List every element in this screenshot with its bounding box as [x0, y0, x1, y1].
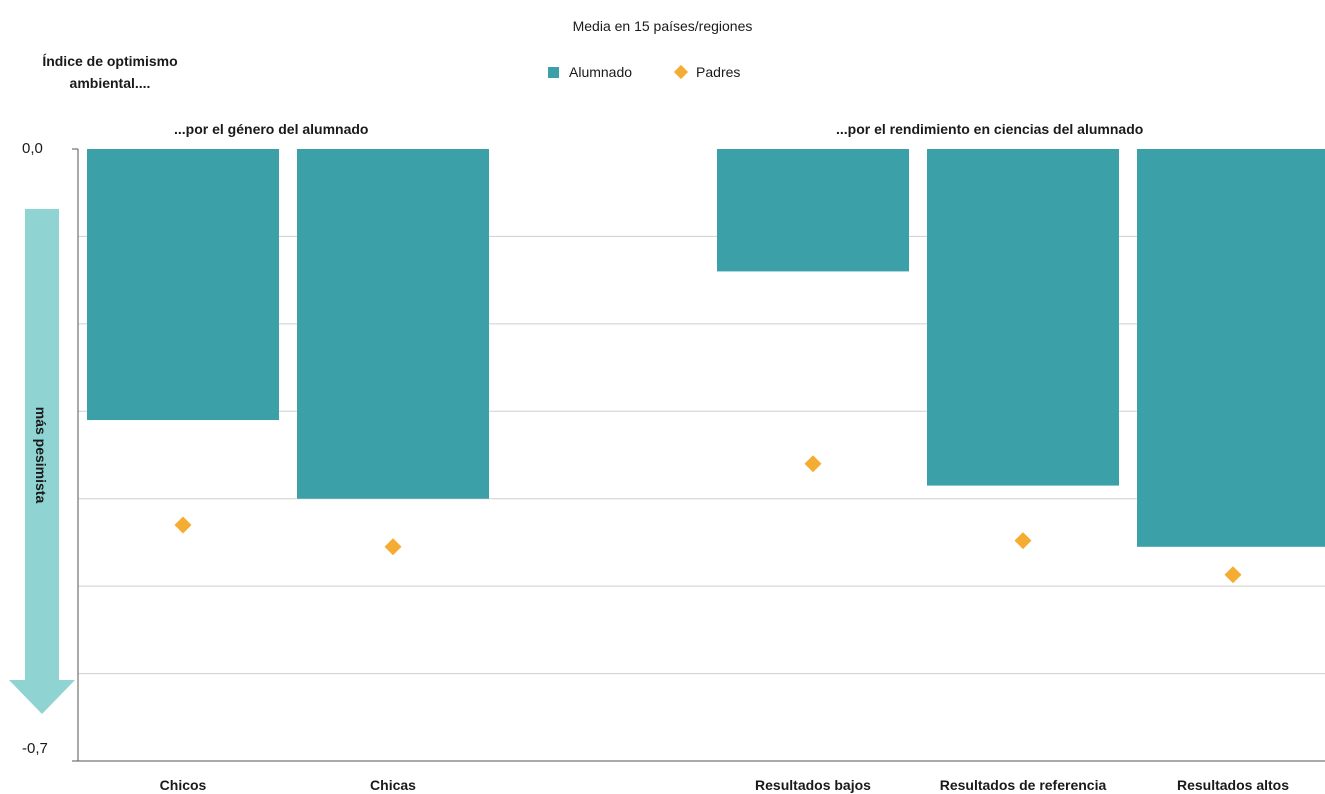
marker-padres	[1014, 532, 1032, 550]
marker-padres	[1224, 566, 1242, 584]
arrow-label: más pesimista	[27, 390, 55, 520]
group-label-science: ...por el rendimiento en ciencias del al…	[836, 121, 1144, 137]
legend-label-alumnado: Alumnado	[569, 64, 633, 80]
bar-alumnado	[87, 149, 279, 421]
chart-subtitle: Media en 15 países/regiones	[572, 18, 753, 34]
x-tick-label: Resultados bajos	[755, 777, 871, 793]
x-tick-label: Resultados altos	[1177, 777, 1289, 793]
bar-alumnado	[717, 149, 909, 272]
legend-swatch-padres	[673, 64, 689, 80]
bar-alumnado	[1137, 149, 1325, 547]
marker-padres	[174, 516, 192, 534]
x-tick-label: Chicos	[160, 777, 207, 793]
x-tick-label: Resultados de referencia	[940, 777, 1107, 793]
legend: Alumnado Padres	[548, 64, 784, 80]
x-tick-label: Chicas	[370, 777, 416, 793]
legend-item-padres: Padres	[673, 64, 741, 80]
y-tick-top: 0,0	[22, 140, 43, 157]
legend-label-padres: Padres	[696, 64, 741, 80]
group-label-gender: ...por el género del alumnado	[174, 121, 369, 137]
pessimism-arrow	[9, 209, 75, 714]
legend-item-alumnado: Alumnado	[548, 64, 632, 80]
legend-swatch-alumnado	[548, 66, 559, 78]
y-axis-label: Índice de optimismo ambiental....	[42, 53, 178, 91]
marker-padres	[804, 455, 822, 473]
arrow-label-text: más pesimista	[33, 406, 49, 504]
marker-padres	[384, 538, 402, 556]
bar-alumnado	[297, 149, 489, 499]
bar-alumnado	[927, 149, 1119, 486]
y-tick-bottom: -0,7	[22, 740, 48, 757]
